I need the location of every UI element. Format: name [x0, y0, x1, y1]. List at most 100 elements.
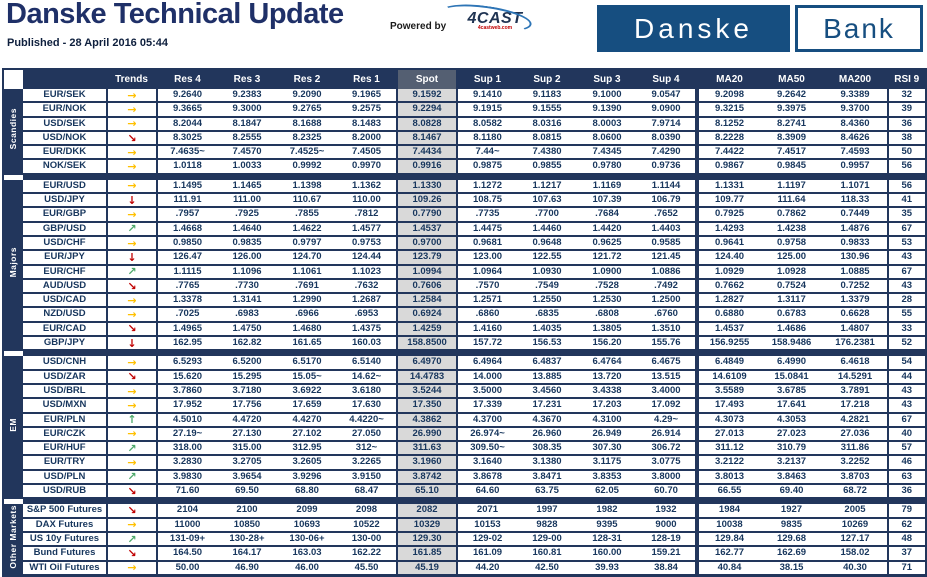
section-label-text: Other Markets: [8, 505, 19, 569]
value-cell-ma200: 17.218: [823, 398, 888, 414]
value-cell-rsi-9: 57: [887, 441, 926, 457]
section-label-scandies: Scandies: [3, 89, 23, 175]
value-cell-rsi-9: 67: [887, 221, 926, 237]
pair-label: WTI Oil Futures: [23, 560, 108, 577]
right-arrow-icon: →: [107, 207, 158, 223]
value-cell-res-1: 10522: [337, 517, 397, 533]
pair-label: USD/CAD: [23, 293, 108, 309]
pair-label: EUR/SEK: [23, 89, 108, 104]
value-cell-res-3: 164.17: [217, 546, 277, 562]
value-cell-sup-2: 3.8471: [517, 469, 577, 486]
value-cell-spot: 123.79: [396, 250, 458, 266]
value-cell-spot: 14.4783: [396, 369, 458, 385]
value-cell-res-1: 9.2575: [337, 102, 397, 118]
table-row: WTI Oil Futures → 50.00 46.90 46.00 45.50 45.1…: [3, 560, 926, 577]
column-header-sup-4: Sup 4: [637, 69, 699, 89]
value-cell-res-4: 6.5293: [157, 356, 217, 371]
right-arrow-icon: →: [107, 307, 158, 323]
value-cell-res-4: 9.3665: [157, 102, 217, 118]
value-cell-ma50: 1927: [760, 504, 823, 519]
table-row: EUR/NOK → 9.3665 9.3000 9.2765 9.2575 9.2294 9.…: [3, 102, 926, 118]
table-row: EUR/TRY → 3.2830 3.2705 3.2605 3.2265 3.1960 3.…: [3, 455, 926, 471]
powered-by-label: Powered by: [390, 21, 447, 32]
value-cell-sup-3: 3.4338: [577, 383, 637, 400]
value-cell-res-2: 17.659: [277, 398, 337, 414]
value-cell-sup-2: 7.4380: [517, 145, 577, 161]
value-cell-res-4: .7957: [157, 207, 217, 223]
column-header-sup-2: Sup 2: [517, 69, 577, 89]
value-cell-res-3: 46.90: [217, 560, 277, 577]
separator-band: [23, 498, 926, 505]
value-cell-spot: 9.1592: [396, 89, 458, 104]
section-label-text: EM: [8, 417, 19, 432]
value-cell-ma50: 0.7524: [760, 278, 823, 295]
pair-label: EUR/DKK: [23, 145, 108, 161]
right-arrow-icon: →: [107, 235, 158, 252]
value-cell-rsi-9: 37: [887, 546, 926, 562]
pair-label: US 10y Futures: [23, 531, 108, 548]
value-cell-res-1: 1.1362: [337, 179, 397, 195]
value-cell-ma200: 14.5291: [823, 369, 888, 385]
value-cell-spot: 0.7790: [396, 207, 458, 223]
value-cell-ma50: 7.4517: [760, 145, 823, 161]
value-cell-rsi-9: 43: [887, 250, 926, 266]
value-cell-ma20: 3.2122: [697, 455, 760, 471]
pair-label: USD/JPY: [23, 193, 108, 209]
value-cell-res-4: 27.19~: [157, 426, 217, 443]
value-cell-ma50: 17.641: [760, 398, 823, 414]
downright-arrow-icon: ↘: [107, 504, 158, 519]
pair-label: USD/SEK: [23, 116, 108, 132]
value-cell-res-3: 3.7180: [217, 383, 277, 400]
value-cell-sup-4: 128-19: [637, 531, 699, 548]
fourcast-logo: 4CAST 4castweb.com: [455, 10, 535, 31]
value-cell-sup-1: .7570: [457, 278, 517, 295]
value-cell-ma200: 176.2381: [823, 336, 888, 352]
value-cell-sup-1: 44.20: [457, 560, 517, 577]
value-cell-sup-2: 1.2550: [517, 293, 577, 309]
column-header-spot: Spot: [396, 69, 458, 89]
downright-arrow-icon: ↘: [107, 321, 158, 338]
column-header-ma20: MA20: [697, 69, 760, 89]
value-cell-spot: 3.1960: [396, 455, 458, 471]
separator-band: [23, 173, 926, 180]
value-cell-ma50: 27.023: [760, 426, 823, 443]
value-cell-res-3: 6.5200: [217, 356, 277, 371]
value-cell-res-1: 3.2265: [337, 455, 397, 471]
value-cell-spot: 158.8500: [396, 336, 458, 352]
value-cell-res-3: 3.9654: [217, 469, 277, 486]
section-separator: [3, 498, 926, 505]
value-cell-rsi-9: 43: [887, 398, 926, 414]
value-cell-ma50: 0.9758: [760, 235, 823, 252]
value-cell-res-3: 2100: [217, 504, 277, 519]
value-cell-ma20: 156.9255: [697, 336, 760, 352]
value-cell-sup-3: 8.0003: [577, 116, 637, 132]
table-row: EUR/DKK → 7.4635~ 7.4570 7.4525~ 7.4505 7.4434…: [3, 145, 926, 161]
value-cell-res-4: 0.9850: [157, 235, 217, 252]
value-cell-res-3: 1.4640: [217, 221, 277, 237]
value-cell-sup-1: 6.4964: [457, 356, 517, 371]
value-cell-res-2: 9.2090: [277, 89, 337, 104]
value-cell-sup-1: 3.1640: [457, 455, 517, 471]
value-cell-spot: 0.6924: [396, 307, 458, 323]
value-cell-res-4: 1.0118: [157, 159, 217, 175]
value-cell-sup-3: 1.4420: [577, 221, 637, 237]
pair-label: USD/ZAR: [23, 369, 108, 385]
column-header-ma50: MA50: [760, 69, 823, 89]
table-row: USD/PLN ↗ 3.9830 3.9654 3.9296 3.9150 3.8742 3.…: [3, 469, 926, 486]
table-row: EUR/GBP → .7957.7925.7855.7812 0.7790.7735.…: [3, 207, 926, 223]
table-body: Scandies EUR/SEK → 9.2640 9.2383 9.2090 9.1965…: [3, 89, 926, 577]
value-cell-sup-2: 1.0930: [517, 264, 577, 280]
value-cell-res-1: .7812: [337, 207, 397, 223]
value-cell-res-3: 4.4720: [217, 412, 277, 428]
table-row: Other Markets S&P 500 Futures ↘ 2104 2100 209…: [3, 504, 926, 577]
value-cell-ma200: 130.96: [823, 250, 888, 266]
value-cell-sup-4: 1.1144: [637, 179, 699, 195]
downright-arrow-icon: ↘: [107, 278, 158, 295]
value-cell-sup-1: 1.2571: [457, 293, 517, 309]
value-cell-res-4: 1.4965: [157, 321, 217, 338]
value-cell-ma200: 158.02: [823, 546, 888, 562]
value-cell-sup-2: 8.0815: [517, 130, 577, 147]
value-cell-sup-4: .7652: [637, 207, 699, 223]
value-cell-sup-2: 17.231: [517, 398, 577, 414]
value-cell-res-4: 2104: [157, 504, 217, 519]
